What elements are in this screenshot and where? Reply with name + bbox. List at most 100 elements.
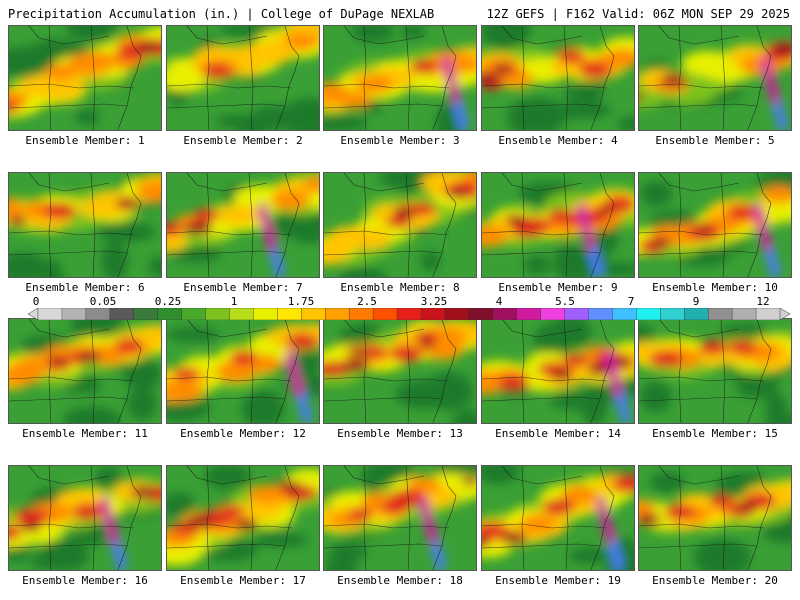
colorbar-swatch (564, 308, 590, 320)
precip-field-map (482, 319, 634, 423)
ensemble-member-label: Ensemble Member: 8 (340, 281, 460, 294)
ensemble-member-label: Ensemble Member: 19 (495, 574, 621, 587)
precip-field-map (167, 466, 319, 570)
ensemble-map-panel (638, 172, 792, 278)
colorbar-tick-label: 2.5 (357, 295, 377, 308)
colorbar-swatch (205, 308, 230, 320)
colorbar-swatch (109, 308, 135, 320)
colorbar-tick-label: 1 (230, 295, 238, 308)
precip-field-map (9, 466, 161, 570)
ensemble-member-label: Ensemble Member: 11 (22, 427, 148, 440)
ensemble-map-panel (638, 465, 792, 571)
colorbar-swatch (707, 308, 733, 320)
colorbar-swatch (468, 308, 494, 320)
precip-field-map (324, 319, 476, 423)
ensemble-map-panel (481, 172, 635, 278)
colorbar-swatch (133, 308, 159, 320)
colorbar-swatch (181, 308, 207, 320)
colorbar-low-arrow (28, 308, 39, 320)
colorbar-swatch (684, 308, 709, 320)
colorbar-swatch (229, 308, 254, 320)
precip-field-map (324, 466, 476, 570)
precip-field-map (167, 26, 319, 130)
colorbar-swatch (492, 308, 518, 320)
ensemble-member-label: Ensemble Member: 3 (340, 134, 460, 147)
colorbar-swatch (348, 308, 374, 320)
ensemble-member-label: Ensemble Member: 10 (652, 281, 778, 294)
precip-colorbar (28, 308, 790, 320)
colorbar-swatch (277, 308, 302, 320)
colorbar-swatch (61, 308, 87, 320)
ensemble-member-label: Ensemble Member: 20 (652, 574, 778, 587)
ensemble-map-panel (166, 25, 320, 131)
colorbar-tick-label: 9 (692, 295, 700, 308)
colorbar-swatch (588, 308, 613, 320)
precip-field-map (639, 466, 791, 570)
colorbar-swatch (85, 308, 111, 320)
precip-field-map (482, 466, 634, 570)
colorbar-tick-label: 1.75 (287, 295, 315, 308)
ensemble-map-panel (8, 25, 162, 131)
colorbar-tick-label: 3.25 (420, 295, 448, 308)
ensemble-member-label: Ensemble Member: 4 (498, 134, 618, 147)
precip-field-map (9, 26, 161, 130)
colorbar-swatch (444, 308, 470, 320)
colorbar-swatch (540, 308, 566, 320)
ensemble-member-label: Ensemble Member: 14 (495, 427, 621, 440)
colorbar-tick-label: 7 (627, 295, 635, 308)
ensemble-map-panel (166, 318, 320, 424)
colorbar-tick-label: 0.25 (154, 295, 182, 308)
ensemble-map-panel (166, 465, 320, 571)
colorbar-swatch (612, 308, 637, 320)
ensemble-member-label: Ensemble Member: 5 (655, 134, 775, 147)
ensemble-member-label: Ensemble Member: 12 (180, 427, 306, 440)
ensemble-member-label: Ensemble Member: 6 (25, 281, 145, 294)
ensemble-member-label: Ensemble Member: 15 (652, 427, 778, 440)
colorbar-swatch (37, 308, 63, 320)
ensemble-member-label: Ensemble Member: 18 (337, 574, 463, 587)
ensemble-map-panel (323, 172, 477, 278)
colorbar-swatch (396, 308, 422, 320)
colorbar-swatch (253, 308, 278, 320)
colorbar-swatch (157, 308, 183, 320)
ensemble-map-panel (481, 318, 635, 424)
colorbar-tick-label: 5.5 (555, 295, 575, 308)
precip-field-map (639, 319, 791, 423)
colorbar-swatch (301, 308, 326, 320)
colorbar-tick-label: 4 (495, 295, 503, 308)
ensemble-map-panel (481, 465, 635, 571)
ensemble-member-label: Ensemble Member: 1 (25, 134, 145, 147)
ensemble-map-panel (323, 318, 477, 424)
precip-field-map (639, 173, 791, 277)
precip-field-map (167, 173, 319, 277)
colorbar-swatch (755, 308, 781, 320)
precip-field-map (324, 26, 476, 130)
ensemble-map-panel (481, 25, 635, 131)
ensemble-map-panel (8, 465, 162, 571)
ensemble-member-label: Ensemble Member: 2 (183, 134, 303, 147)
colorbar-swatch (420, 308, 446, 320)
colorbar-swatch (516, 308, 542, 320)
colorbar-swatch (372, 308, 398, 320)
colorbar-swatch (636, 308, 661, 320)
colorbar-swatch (325, 308, 350, 320)
valid-time-label: 12Z GEFS | F162 Valid: 06Z MON SEP 29 20… (486, 7, 790, 21)
ensemble-map-panel (638, 25, 792, 131)
ensemble-map-panel (323, 465, 477, 571)
ensemble-map-panel (8, 172, 162, 278)
ensemble-map-panel (8, 318, 162, 424)
precip-field-map (9, 173, 161, 277)
ensemble-map-panel (638, 318, 792, 424)
precip-field-map (167, 319, 319, 423)
colorbar-high-arrow (779, 308, 790, 320)
colorbar-tick-label: 12 (756, 295, 770, 308)
colorbar-swatch (660, 308, 685, 320)
colorbar-tick-label: 0.05 (89, 295, 117, 308)
ensemble-member-label: Ensemble Member: 9 (498, 281, 618, 294)
precip-field-map (324, 173, 476, 277)
ensemble-member-label: Ensemble Member: 13 (337, 427, 463, 440)
ensemble-member-label: Ensemble Member: 17 (180, 574, 306, 587)
precip-field-map (639, 26, 791, 130)
ensemble-map-panel (166, 172, 320, 278)
map-title: Precipitation Accumulation (in.) | Colle… (8, 7, 435, 21)
